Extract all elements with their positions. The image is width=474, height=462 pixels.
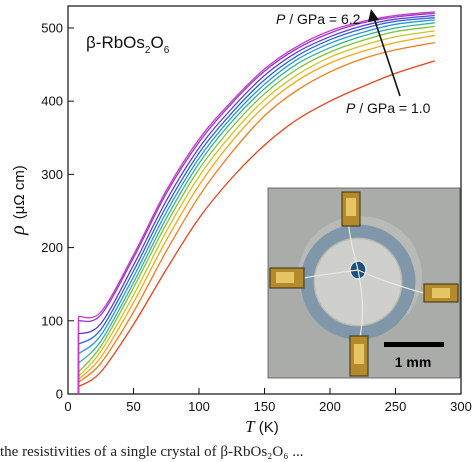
series-line-7 bbox=[78, 19, 435, 355]
series-line-10 bbox=[78, 12, 435, 323]
y-tick-label: 500 bbox=[41, 20, 63, 35]
x-axis-title: T (K) bbox=[245, 417, 279, 436]
y-tick-label: 300 bbox=[41, 167, 63, 182]
x-tick-label: 150 bbox=[254, 399, 276, 414]
annotation-low-pressure: P / GPa = 1.0 bbox=[346, 100, 431, 116]
x-axis: 0 50 100 150 200 250 300 bbox=[64, 388, 472, 414]
y-axis: 0 100 200 300 400 500 bbox=[41, 20, 74, 402]
series-line-2 bbox=[78, 41, 435, 383]
series-line-1 bbox=[78, 60, 435, 388]
x-tick-label: 200 bbox=[319, 399, 341, 414]
x-tick-label: 250 bbox=[385, 399, 407, 414]
y-tick-label: 400 bbox=[41, 94, 63, 109]
inset-center bbox=[315, 239, 401, 325]
annotation-high-pressure: P / GPa = 6.2 bbox=[276, 11, 361, 27]
x-tick-label: 300 bbox=[450, 399, 472, 414]
series-line-8 bbox=[78, 17, 435, 345]
series-line-4 bbox=[78, 30, 435, 377]
x-tick-label: 50 bbox=[126, 399, 140, 414]
x-tick-label: 100 bbox=[188, 399, 210, 414]
x-tick-label: 0 bbox=[64, 399, 71, 414]
y-tick-label: 200 bbox=[41, 240, 63, 255]
series-line-11 bbox=[78, 11, 435, 319]
series-line-6 bbox=[78, 22, 435, 364]
scale-bar-label: 1 mm bbox=[395, 354, 432, 370]
resistivity-chart: 1 mm 0 100 200 300 400 500 0 50 100 150 200 250 300… bbox=[7, 5, 472, 436]
resistivity-curves bbox=[77, 11, 435, 394]
pressure-arrow bbox=[368, 9, 401, 97]
sample-photo-inset: 1 mm bbox=[267, 187, 461, 379]
y-tick-label: 100 bbox=[41, 313, 63, 328]
series-line-3 bbox=[78, 34, 435, 380]
series-line-5 bbox=[78, 25, 435, 373]
figure-caption: the resistivities of a single crystal of… bbox=[0, 444, 304, 460]
compound-label: β-RbOs2O6 bbox=[86, 33, 170, 56]
y-tick-label: 0 bbox=[56, 387, 63, 402]
inset-contact-pads bbox=[269, 191, 459, 377]
scale-bar bbox=[384, 342, 444, 347]
inset-ring bbox=[300, 224, 416, 340]
series-line-9 bbox=[78, 14, 435, 335]
y-axis-title: ρ(μΩ cm) bbox=[7, 165, 29, 236]
